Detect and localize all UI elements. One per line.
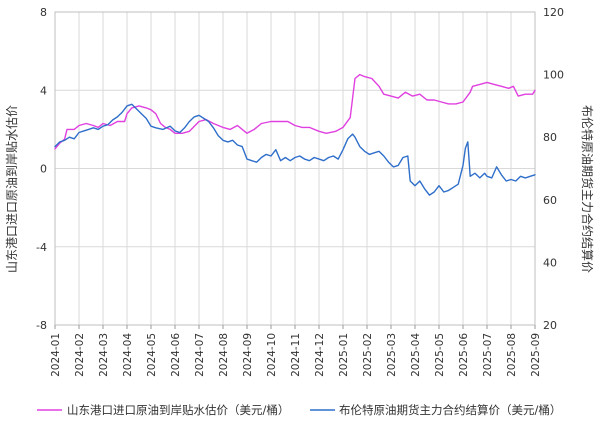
x-tick-label: 2025-09 [530,333,542,377]
x-tick-label: 2025-02 [362,333,374,377]
x-tick-label: 2025-03 [386,333,398,377]
series-layer [54,73,536,196]
legend-label-series-2: 布伦特原油期货主力合约结算价（美元/桶） [339,403,561,417]
legend-label-series-1: 山东港口进口原油到岸贴水估价（美元/桶） [67,403,289,417]
x-axis-ticks: 2024-01 2024-02 2024-03 2024-04 2024-05 2024-… [50,325,542,377]
right-tick-label: 20 [543,319,557,332]
x-tick-label: 2024-08 [218,333,230,377]
left-axis-ticks: -8 -4 0 4 8 [36,6,47,332]
right-tick-label: 40 [543,256,557,269]
x-tick-label: 2025-05 [434,333,446,377]
x-tick-label: 2024-02 [74,333,86,377]
series-line-1 [54,73,536,150]
left-tick-label: 8 [40,6,47,19]
left-tick-label: -4 [36,241,47,254]
right-tick-label: 100 [543,69,564,82]
x-tick-label: 2025-07 [482,333,494,377]
right-axis-ticks: 20 40 60 80 100 120 [543,6,564,332]
right-tick-label: 120 [543,6,564,19]
right-tick-label: 60 [543,194,557,207]
x-tick-label: 2025-08 [506,333,518,377]
x-tick-label: 2024-11 [290,333,302,377]
legend: 山东港口进口原油到岸贴水估价（美元/桶） 布伦特原油期货主力合约结算价（美元/桶… [37,403,561,417]
x-tick-label: 2024-04 [122,333,134,377]
x-tick-label: 2025-06 [458,333,470,377]
x-tick-label: 2024-10 [266,333,278,377]
x-tick-label: 2024-12 [314,333,326,377]
right-tick-label: 80 [543,131,557,144]
left-tick-label: 4 [40,84,47,97]
x-tick-label: 2025-04 [410,333,422,377]
left-axis-title: 山东港口进口原油到岸贴水估价 [5,105,19,273]
x-tick-label: 2024-03 [98,333,110,377]
x-tick-label: 2024-09 [242,333,254,377]
grid [54,11,536,326]
left-tick-label: -8 [36,319,47,332]
x-tick-label: 2024-05 [146,333,158,377]
x-tick-label: 2024-07 [194,333,206,377]
left-tick-label: 0 [40,163,47,176]
series-line-2 [54,103,536,196]
x-tick-label: 2024-06 [170,333,182,377]
x-tick-label: 2024-01 [50,333,62,377]
x-tick-label: 2025-01 [338,333,350,377]
right-axis-title: 布伦特原油期货主力合约结算价 [580,105,595,273]
